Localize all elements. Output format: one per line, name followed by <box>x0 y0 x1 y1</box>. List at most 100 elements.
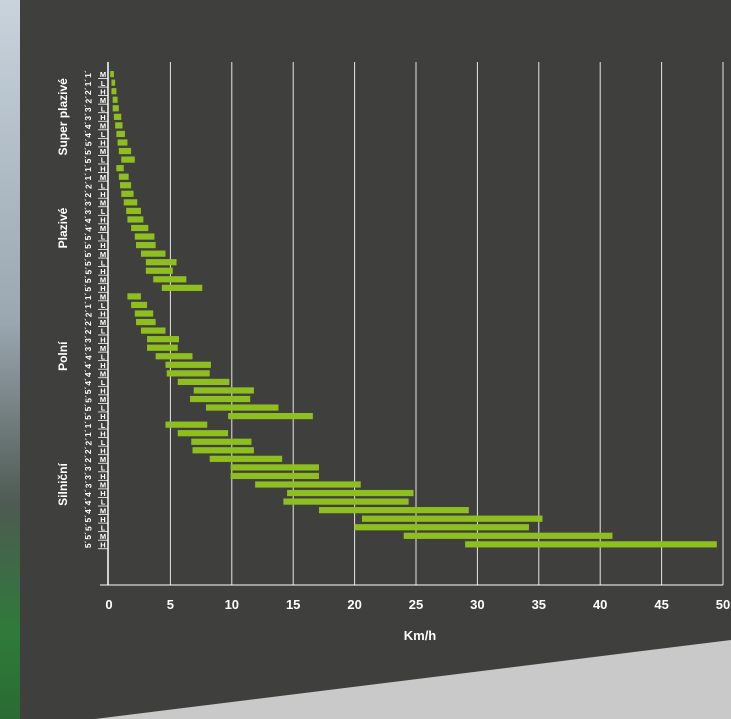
range-label: M <box>100 344 106 353</box>
range-label: H <box>100 113 105 122</box>
gear-label: 3´ <box>83 463 93 471</box>
x-tick-label: 50 <box>716 597 730 612</box>
x-tick-label: 35 <box>532 597 546 612</box>
range-label: L <box>101 301 106 310</box>
gear-label: 3´ <box>83 104 93 112</box>
range-label: L <box>101 156 106 165</box>
range-label: L <box>101 378 106 387</box>
speed-range-bar <box>134 233 155 240</box>
speed-range-bar <box>230 464 319 471</box>
speed-range-bar <box>145 259 177 266</box>
gear-label: 2´ <box>83 96 93 104</box>
gear-label: 2´ <box>83 318 93 326</box>
gear-label: 2´ <box>83 455 93 463</box>
range-label: M <box>100 198 106 207</box>
range-label: L <box>101 421 106 430</box>
speed-range-bar <box>123 199 138 206</box>
x-tick-label: 15 <box>286 597 300 612</box>
gear-label: 2´ <box>83 190 93 198</box>
speed-range-bar <box>361 515 543 522</box>
range-label: M <box>100 122 106 131</box>
range-label: H <box>100 190 105 199</box>
gear-label: 5´ <box>83 284 93 292</box>
speed-range-bar <box>193 387 254 394</box>
range-label: L <box>101 79 106 88</box>
range-label: H <box>100 412 105 421</box>
group-label: Polní <box>56 341 70 371</box>
group-label: Silniční <box>56 463 70 506</box>
speed-range-bar <box>192 447 254 454</box>
range-label: M <box>100 224 106 233</box>
speed-range-bar <box>131 301 148 309</box>
speed-range-bar <box>230 472 319 480</box>
gear-label: 4´ <box>83 130 93 138</box>
range-label: H <box>100 429 105 438</box>
speed-range-bar <box>145 267 173 274</box>
range-label: H <box>100 335 105 344</box>
gear-label: 4´ <box>83 121 93 129</box>
gear-label: 1´ <box>83 429 93 437</box>
range-label: M <box>100 70 106 79</box>
gear-label: 3´ <box>83 472 93 480</box>
speed-range-bar <box>206 404 279 411</box>
range-label: L <box>101 181 106 190</box>
gear-label: 5´ <box>83 241 93 249</box>
speed-range-bar <box>131 224 149 232</box>
range-label: M <box>100 506 106 515</box>
gear-label: 5´ <box>83 267 93 275</box>
speed-range-bar <box>147 344 178 351</box>
speed-range-bar <box>191 438 252 445</box>
speed-range-bar <box>166 370 210 377</box>
speed-range-bar <box>283 498 409 505</box>
speed-range-bar <box>136 242 156 249</box>
range-label: H <box>100 284 105 293</box>
range-label: L <box>101 438 106 447</box>
gear-label: 4´ <box>83 498 93 506</box>
x-tick-label: 5 <box>167 597 174 612</box>
speed-range-bar <box>165 361 211 368</box>
background-photo-strip <box>0 0 22 719</box>
speed-range-bar <box>117 139 128 146</box>
speed-range-bar <box>228 413 313 420</box>
gear-label: 2´ <box>83 438 93 446</box>
range-label: M <box>100 293 106 302</box>
speed-range-bar <box>118 173 129 180</box>
range-label: H <box>100 87 105 96</box>
gear-label: 5´ <box>83 156 93 164</box>
x-tick-label: 30 <box>470 597 484 612</box>
range-label: L <box>101 104 106 113</box>
range-label: L <box>101 130 106 139</box>
speed-range-bar <box>165 421 208 428</box>
range-label: M <box>100 275 106 284</box>
gear-label: 1´ <box>83 173 93 181</box>
gear-label: 5´ <box>83 404 93 412</box>
x-tick-label: 25 <box>409 597 423 612</box>
speed-range-bar <box>120 182 132 189</box>
gear-label: 1´ <box>83 421 93 429</box>
gear-label: 4´ <box>83 361 93 369</box>
speed-range-bar <box>116 165 124 172</box>
range-label: H <box>100 310 105 319</box>
group-label: Super plazivé <box>56 78 70 156</box>
x-tick-labels: 0 5 10 15 20 25 30 35 40 45 50 <box>105 597 730 612</box>
x-tick-label: 10 <box>225 597 239 612</box>
range-label: L <box>101 258 106 267</box>
range-label: H <box>100 216 105 225</box>
gear-label: 5´ <box>83 147 93 155</box>
gear-label: 5´ <box>83 412 93 420</box>
range-label: H <box>100 139 105 148</box>
speed-range-bar <box>134 310 154 317</box>
gear-label: 4´ <box>83 369 93 377</box>
speed-range-bar <box>161 284 203 291</box>
range-label: H <box>100 472 105 481</box>
gear-label: 2´ <box>83 181 93 189</box>
gear-label: 5´ <box>83 387 93 395</box>
range-label: M <box>100 369 106 378</box>
speed-range-bar <box>209 455 283 462</box>
speed-range-bar <box>121 156 135 163</box>
bar-series <box>110 71 717 548</box>
range-label: H <box>100 387 105 396</box>
gear-label: 4´ <box>83 489 93 497</box>
speed-range-bar <box>177 378 230 385</box>
grid-lines <box>169 62 724 585</box>
